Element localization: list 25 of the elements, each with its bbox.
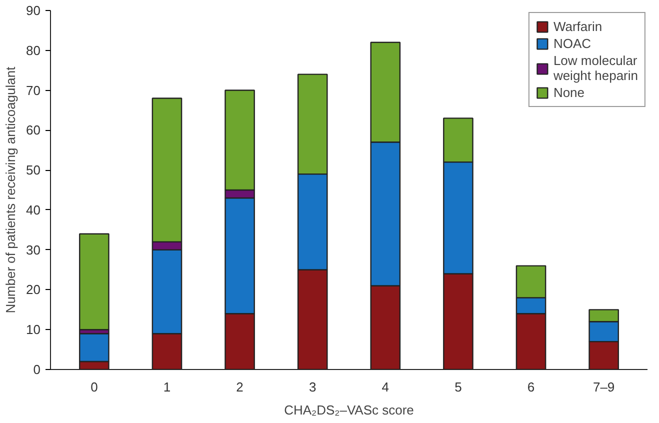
legend-label: NOAC bbox=[553, 36, 591, 51]
y-tick-label: 70 bbox=[26, 82, 41, 98]
legend-label: Warfarin bbox=[553, 19, 602, 34]
x-tick-label: 0 bbox=[90, 380, 98, 394]
x-axis-title: CHA₂DS₂–VASc score bbox=[284, 402, 414, 418]
x-tick-label: 7–9 bbox=[592, 380, 615, 394]
x-tick-label: 6 bbox=[527, 380, 535, 394]
x-tick-label: 1 bbox=[163, 380, 171, 394]
x-tick-label: 3 bbox=[308, 380, 316, 394]
y-tick-label: 40 bbox=[26, 202, 41, 218]
y-tick-label: 60 bbox=[26, 122, 41, 138]
legend-label: Low molecular weight heparin bbox=[553, 53, 638, 83]
legend-label: None bbox=[553, 85, 585, 100]
y-tick-label: 20 bbox=[26, 282, 41, 298]
y-tick-label: 50 bbox=[26, 162, 41, 178]
x-tick-label: 2 bbox=[236, 380, 244, 394]
y-tick-label: 30 bbox=[26, 242, 41, 258]
y-tick-label: 10 bbox=[26, 322, 41, 338]
x-tick-label: 4 bbox=[382, 380, 390, 394]
y-axis-title: Number of patients receiving anticoagulant bbox=[3, 66, 18, 314]
y-tick-label: 90 bbox=[26, 3, 41, 18]
x-tick-label: 5 bbox=[454, 380, 462, 394]
bar bbox=[79, 233, 110, 330]
y-tick-label: 0 bbox=[33, 362, 41, 377]
y-tick-label: 80 bbox=[26, 42, 41, 58]
